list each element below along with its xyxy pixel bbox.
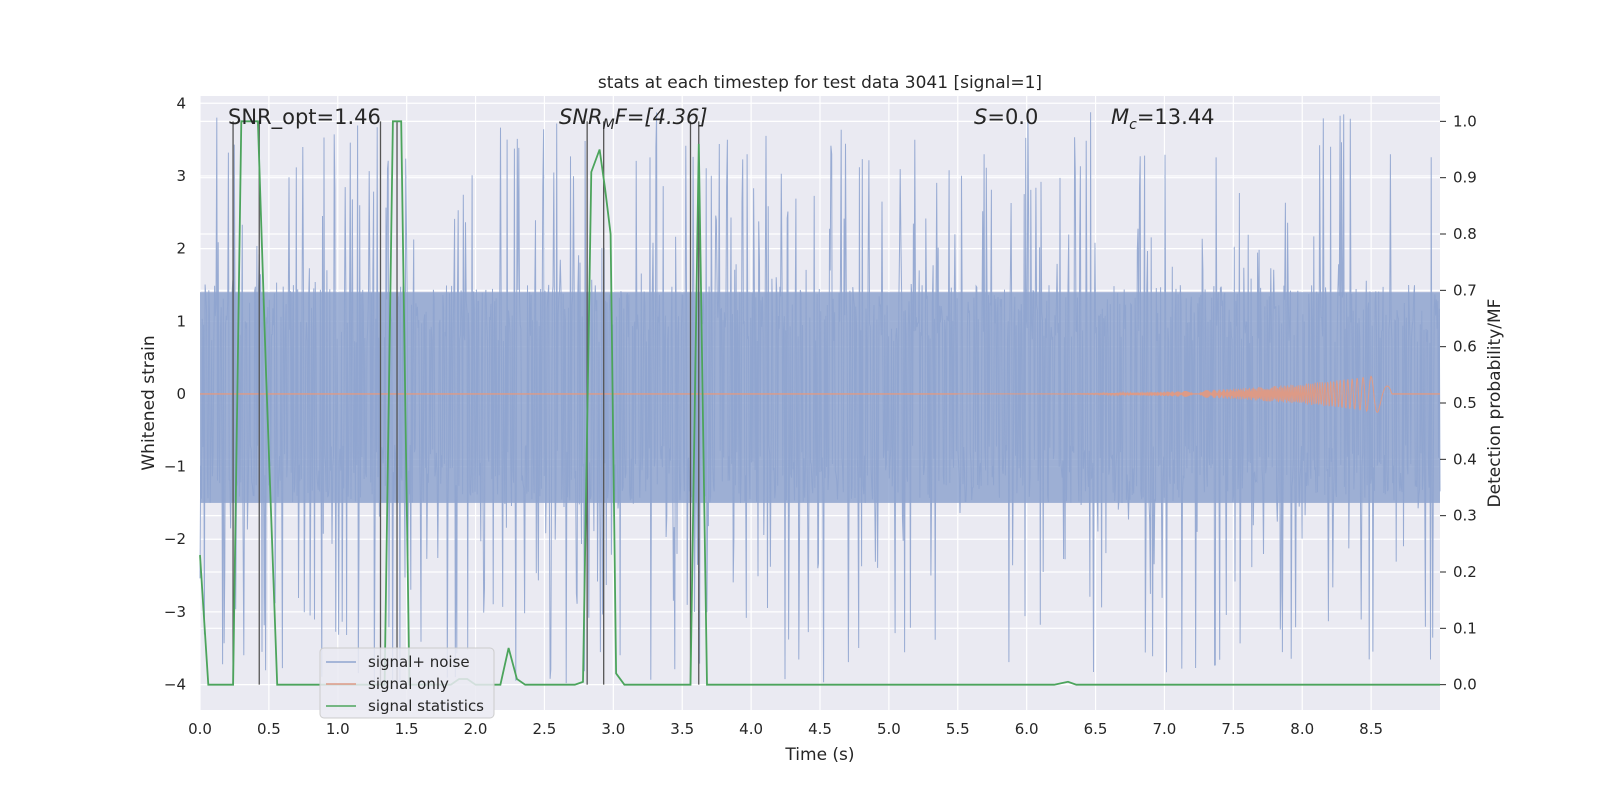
mc-symbol: M	[1111, 105, 1129, 129]
x-tick-label: 4.5	[808, 720, 832, 738]
annotation-s: S=0.0	[974, 105, 1038, 129]
y2-tick-label: 0.3	[1453, 507, 1477, 525]
annotation-snr-opt: SNR_opt=1.46	[228, 105, 381, 130]
y2-tick-label: 0.4	[1453, 450, 1477, 468]
y2-tick-label: 0.8	[1453, 225, 1477, 243]
x-tick-label: 6.0	[1015, 720, 1039, 738]
y-tick-label: 2	[176, 240, 186, 258]
legend-label-signal-only: signal only	[368, 675, 449, 693]
x-tick-label: 5.0	[877, 720, 901, 738]
y2-tick-label: 0.7	[1453, 281, 1477, 299]
y2-tick-label: 1.0	[1453, 112, 1477, 130]
mc-subscript: c	[1129, 117, 1137, 133]
signal-noise-line	[199, 112, 1441, 684]
y-tick-label: 1	[176, 312, 186, 330]
y2-tick-label: 0.6	[1453, 338, 1477, 356]
x-tick-label: 1.0	[326, 720, 350, 738]
y-tick-label: −3	[164, 603, 186, 621]
signal-only-series	[200, 375, 1440, 413]
y-tick-label: −2	[164, 530, 186, 548]
x-tick-label: 8.0	[1290, 720, 1314, 738]
y-tick-label: −1	[164, 458, 186, 476]
x-tick-label: 1.5	[395, 720, 419, 738]
x-tick-label: 6.5	[1084, 720, 1108, 738]
y-tick-label: 4	[176, 94, 186, 112]
s-rest: =0.0	[987, 105, 1038, 129]
x-tick-label: 2.0	[464, 720, 488, 738]
annotation-snr-mf: SNRMF=[4.36]	[559, 105, 708, 133]
x-tick-label: 5.5	[946, 720, 970, 738]
x-axis-label: Time (s)	[784, 745, 854, 765]
y2-tick-label: 0.0	[1453, 676, 1477, 694]
y-axis-label: Whitened strain	[139, 335, 159, 470]
x-tick-label: 0.5	[257, 720, 281, 738]
y2-tick-label: 0.1	[1453, 619, 1477, 637]
x-tick-label: 7.5	[1221, 720, 1245, 738]
y-axis-ticks: 4 3 2 1 0 −1 −2 −3 −4	[164, 94, 186, 693]
snr-mf-symbol: SNR	[559, 105, 603, 129]
x-tick-label: 3.0	[601, 720, 625, 738]
legend-frame	[319, 647, 495, 719]
legend-label-signal-statistics: signal statistics	[368, 697, 484, 715]
legend: signal+ noise signal only signal statist…	[319, 647, 495, 719]
y2-axis-label: Detection probability/MF	[1485, 299, 1505, 508]
x-tick-label: 2.5	[533, 720, 557, 738]
y-tick-label: 3	[176, 167, 186, 185]
y2-tick-label: 0.2	[1453, 563, 1477, 581]
x-tick-label: 8.5	[1359, 720, 1383, 738]
y-tick-label: 0	[176, 385, 186, 403]
legend-label-signal-noise: signal+ noise	[368, 653, 470, 671]
s-symbol: S	[974, 105, 987, 129]
x-tick-label: 3.5	[670, 720, 694, 738]
y-tick-label: −4	[164, 676, 186, 694]
snr-mf-subscript: M	[603, 117, 615, 133]
x-tick-label: 4.0	[739, 720, 763, 738]
annotation-mc: Mc=13.44	[1111, 105, 1215, 133]
x-tick-label: 7.0	[1153, 720, 1177, 738]
chart-title: stats at each timestep for test data 304…	[598, 73, 1042, 93]
snr-mf-rest: F=[4.36]	[615, 105, 708, 129]
signal-statistics-line	[199, 120, 1440, 686]
mc-rest: =13.44	[1137, 105, 1215, 129]
x-axis-ticks: 0.0 0.5 1.0 1.5 2.0 2.5 3.0 3.5 4.0 4.5 5.0 5.5 6.0 6…	[188, 720, 1383, 738]
signal-only-chirp	[957, 375, 1393, 413]
x-tick-label: 0.0	[188, 720, 212, 738]
signal-statistics-series	[199, 120, 1440, 686]
y2-tick-label: 0.9	[1453, 169, 1477, 187]
y2-tick-label: 0.5	[1453, 394, 1477, 412]
vertical-markers	[232, 121, 700, 685]
y2-axis-ticks: 1.0 0.9 0.8 0.7 0.6 0.5 0.4 0.3 0.2 0.1 0.0	[1440, 112, 1477, 694]
